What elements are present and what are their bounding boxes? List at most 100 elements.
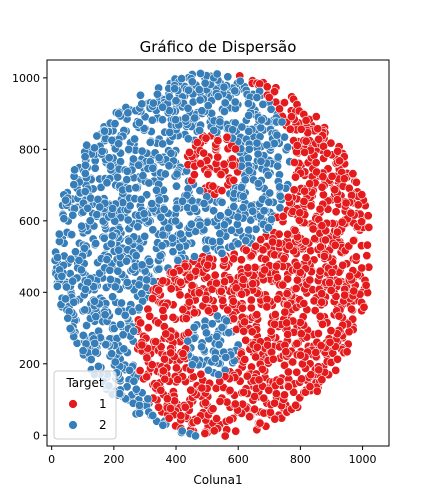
point-target-1 bbox=[211, 278, 221, 288]
point-target-2 bbox=[237, 122, 247, 132]
point-target-1 bbox=[289, 158, 299, 168]
point-target-1 bbox=[313, 328, 323, 338]
point-target-1 bbox=[312, 167, 322, 177]
point-target-2 bbox=[133, 222, 143, 232]
point-target-2 bbox=[71, 247, 81, 257]
point-target-1 bbox=[346, 304, 356, 314]
point-target-1 bbox=[173, 375, 183, 385]
point-target-2 bbox=[106, 274, 116, 284]
point-target-1 bbox=[301, 136, 311, 146]
point-target-2 bbox=[135, 408, 145, 418]
point-target-2 bbox=[148, 163, 158, 173]
point-target-1 bbox=[290, 172, 300, 182]
point-target-1 bbox=[317, 375, 327, 385]
point-target-2 bbox=[63, 313, 73, 323]
point-target-2 bbox=[137, 289, 147, 299]
point-target-1 bbox=[363, 211, 373, 221]
point-target-2 bbox=[128, 154, 138, 164]
point-target-2 bbox=[177, 426, 187, 436]
point-target-2 bbox=[215, 229, 225, 239]
x-tick-label: 800 bbox=[290, 453, 311, 466]
point-target-1 bbox=[317, 297, 327, 307]
point-target-1 bbox=[319, 251, 329, 261]
point-target-1 bbox=[339, 174, 349, 184]
point-target-1 bbox=[357, 217, 367, 227]
point-target-2 bbox=[125, 201, 135, 211]
point-target-1 bbox=[160, 374, 170, 384]
point-target-1 bbox=[213, 136, 223, 146]
point-target-2 bbox=[154, 264, 164, 274]
point-target-2 bbox=[108, 204, 118, 214]
point-target-2 bbox=[213, 92, 223, 102]
point-target-1 bbox=[148, 293, 158, 303]
point-target-2 bbox=[134, 118, 144, 128]
point-target-1 bbox=[164, 413, 174, 423]
point-target-2 bbox=[219, 220, 229, 230]
point-target-2 bbox=[106, 161, 116, 171]
point-target-1 bbox=[334, 277, 344, 287]
point-target-1 bbox=[331, 365, 341, 375]
point-target-2 bbox=[113, 172, 123, 182]
point-target-1 bbox=[218, 295, 228, 305]
point-target-2 bbox=[95, 202, 105, 212]
point-target-1 bbox=[217, 186, 227, 196]
point-target-1 bbox=[247, 327, 257, 337]
point-target-2 bbox=[244, 126, 254, 136]
point-target-1 bbox=[245, 412, 255, 422]
point-target-2 bbox=[154, 195, 164, 205]
point-target-2 bbox=[122, 256, 132, 266]
point-target-1 bbox=[322, 148, 332, 158]
point-target-2 bbox=[171, 115, 181, 125]
legend-label-series-1: 1 bbox=[99, 397, 107, 411]
point-target-1 bbox=[296, 124, 306, 134]
point-target-2 bbox=[124, 236, 134, 246]
point-target-2 bbox=[158, 230, 168, 240]
point-target-1 bbox=[364, 222, 374, 232]
point-target-2 bbox=[90, 143, 100, 153]
point-target-2 bbox=[91, 347, 101, 357]
point-target-1 bbox=[279, 98, 289, 108]
point-target-2 bbox=[223, 207, 233, 217]
x-tick-label: 600 bbox=[228, 453, 249, 466]
point-target-2 bbox=[238, 203, 248, 213]
point-target-1 bbox=[185, 147, 195, 157]
point-target-2 bbox=[158, 115, 168, 125]
point-target-1 bbox=[306, 201, 316, 211]
point-target-1 bbox=[176, 411, 186, 421]
point-target-2 bbox=[184, 85, 194, 95]
point-target-2 bbox=[129, 376, 139, 386]
point-target-1 bbox=[334, 156, 344, 166]
y-tick-label: 400 bbox=[19, 286, 40, 299]
point-target-2 bbox=[201, 244, 211, 254]
point-target-2 bbox=[99, 233, 109, 243]
point-target-1 bbox=[315, 311, 325, 321]
point-target-2 bbox=[220, 98, 230, 108]
point-target-2 bbox=[81, 160, 91, 170]
point-target-2 bbox=[77, 221, 87, 231]
point-target-2 bbox=[90, 338, 100, 348]
point-target-1 bbox=[215, 396, 225, 406]
point-target-2 bbox=[91, 239, 101, 249]
point-target-2 bbox=[80, 169, 90, 179]
point-target-1 bbox=[228, 296, 238, 306]
point-target-1 bbox=[199, 148, 209, 158]
point-target-2 bbox=[67, 230, 77, 240]
x-tick-label: 400 bbox=[166, 453, 187, 466]
point-target-2 bbox=[97, 146, 107, 156]
point-target-1 bbox=[306, 370, 316, 380]
point-target-1 bbox=[283, 229, 293, 239]
point-target-1 bbox=[318, 141, 328, 151]
point-target-2 bbox=[209, 206, 219, 216]
point-target-2 bbox=[269, 139, 279, 149]
point-target-2 bbox=[57, 271, 67, 281]
point-target-1 bbox=[147, 360, 157, 370]
point-target-1 bbox=[282, 289, 292, 299]
point-target-1 bbox=[191, 266, 201, 276]
point-target-2 bbox=[182, 190, 192, 200]
point-target-2 bbox=[119, 344, 129, 354]
point-target-1 bbox=[257, 364, 267, 374]
point-target-1 bbox=[242, 371, 252, 381]
point-target-2 bbox=[207, 319, 217, 329]
point-target-2 bbox=[147, 199, 157, 209]
point-target-1 bbox=[240, 354, 250, 364]
